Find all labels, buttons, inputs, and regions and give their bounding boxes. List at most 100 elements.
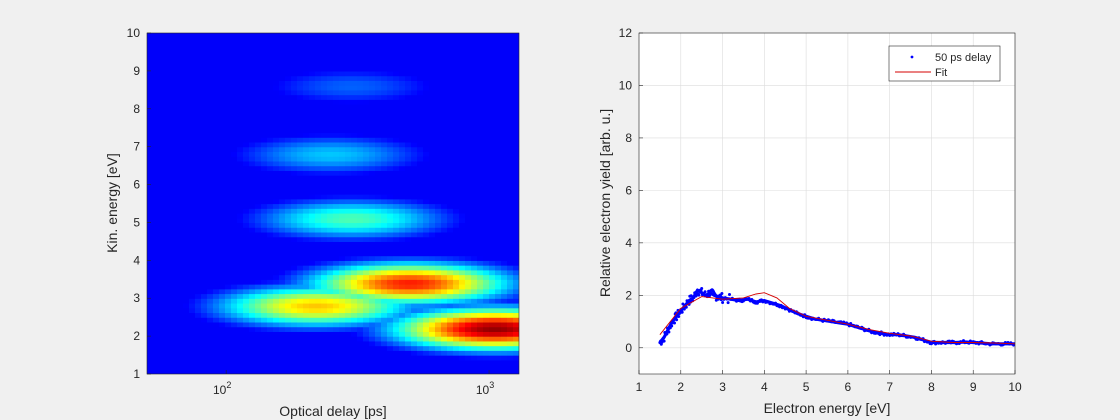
heatmap-cell — [213, 302, 220, 309]
heatmap-cell — [369, 198, 376, 205]
heatmap-cell — [195, 33, 202, 39]
heatmap-cell — [327, 179, 334, 186]
heatmap-cell — [399, 336, 406, 342]
heatmap-cell — [291, 194, 298, 200]
heatmap-cell — [171, 80, 178, 86]
heatmap-cell — [483, 222, 490, 228]
heatmap-cell — [393, 194, 400, 200]
yield-x-tick-label: 3 — [719, 380, 726, 394]
heatmap-cell — [165, 260, 172, 266]
heatmap-cell — [219, 160, 226, 167]
heatmap-cell — [381, 156, 388, 162]
heatmap-cell — [501, 369, 508, 374]
heatmap-cell — [471, 146, 478, 153]
heatmap-cell — [183, 33, 190, 39]
heatmap-cell — [381, 241, 388, 247]
heatmap-cell — [303, 298, 310, 304]
heatmap-cell — [351, 118, 358, 124]
heatmap-cell — [381, 122, 388, 129]
heatmap-cell — [399, 208, 406, 214]
heatmap-cell — [237, 293, 244, 299]
heatmap-cell — [243, 288, 250, 295]
heatmap-cell — [507, 274, 514, 280]
heatmap-cell — [243, 217, 250, 224]
heatmap-cell — [213, 260, 220, 266]
heatmap-cell — [243, 231, 250, 238]
heatmap-cell — [219, 122, 226, 129]
heatmap-cell — [387, 189, 394, 195]
heatmap-cell — [357, 137, 364, 143]
heatmap-cell — [333, 104, 340, 110]
heatmap-cell — [177, 165, 184, 171]
heatmap-cell — [441, 118, 448, 124]
heatmap-cell — [297, 80, 304, 86]
heatmap-cell — [201, 108, 208, 115]
heatmap-cell — [357, 151, 364, 157]
heatmap-cell — [243, 70, 250, 77]
heatmap-cell — [417, 269, 424, 276]
heatmap-cell — [309, 99, 316, 105]
heatmap-cell — [165, 236, 172, 242]
heatmap-cell — [279, 212, 286, 219]
heatmap-cell — [147, 37, 154, 44]
heatmap-cell — [513, 369, 519, 374]
heatmap-cell — [225, 350, 232, 356]
heatmap-cell — [381, 312, 388, 318]
heatmap-cell — [357, 331, 364, 337]
heatmap-cell — [231, 127, 238, 134]
heatmap-cell — [213, 298, 220, 304]
heatmap-cell — [465, 317, 472, 323]
heatmap-cell — [441, 66, 448, 72]
heatmap-cell — [303, 336, 310, 342]
heatmap-cell — [189, 194, 196, 200]
heatmap-cell — [171, 61, 178, 67]
heatmap-cell — [207, 146, 214, 153]
heatmap-cell — [453, 227, 460, 233]
heatmap-cell — [303, 208, 310, 214]
heatmap-cell — [219, 369, 226, 374]
heatmap-cell — [477, 137, 484, 143]
heatmap-cell — [201, 326, 208, 332]
heatmap-cell — [231, 369, 238, 374]
heatmap-cell — [513, 307, 519, 314]
heatmap-cell — [441, 212, 448, 219]
heatmap-cell — [225, 170, 232, 176]
heatmap-cell — [213, 198, 220, 205]
heatmap-cell — [507, 298, 514, 304]
heatmap-cell — [291, 85, 298, 91]
heatmap-cell — [417, 80, 424, 86]
heatmap-cell — [207, 302, 214, 309]
heatmap-cell — [339, 189, 346, 195]
heatmap-cell — [363, 118, 370, 124]
heatmap-cell — [357, 132, 364, 138]
heatmap-cell — [177, 194, 184, 200]
heatmap-cell — [477, 184, 484, 190]
heatmap-cell — [483, 312, 490, 318]
heatmap-cell — [165, 47, 172, 53]
heatmap-cell — [243, 331, 250, 337]
heatmap-cell — [237, 141, 244, 148]
heatmap-cell — [261, 170, 268, 176]
yield-x-tick-label: 5 — [803, 380, 810, 394]
heatmap-cell — [153, 104, 160, 110]
heatmap-cell — [489, 137, 496, 143]
heatmap-cell — [387, 104, 394, 110]
heatmap-cell — [507, 113, 514, 119]
heatmap-cell — [333, 255, 340, 261]
heatmap-cell — [507, 184, 514, 190]
heatmap-cell — [411, 85, 418, 91]
heatmap-cell — [507, 312, 514, 318]
heatmap-cell — [225, 189, 232, 195]
heatmap-cell — [381, 369, 388, 374]
heatmap-cell — [387, 42, 394, 48]
heatmap-cell — [363, 260, 370, 266]
heatmap-cell — [483, 293, 490, 299]
heatmap-cell — [147, 288, 154, 295]
heatmap-cell — [435, 99, 442, 105]
heatmap-cell — [507, 175, 514, 181]
heatmap-cell — [495, 208, 502, 214]
heatmap-cell — [423, 284, 430, 290]
heatmap-cell — [267, 165, 274, 171]
heatmap-cell — [327, 203, 334, 209]
heatmap-cell — [507, 340, 514, 347]
